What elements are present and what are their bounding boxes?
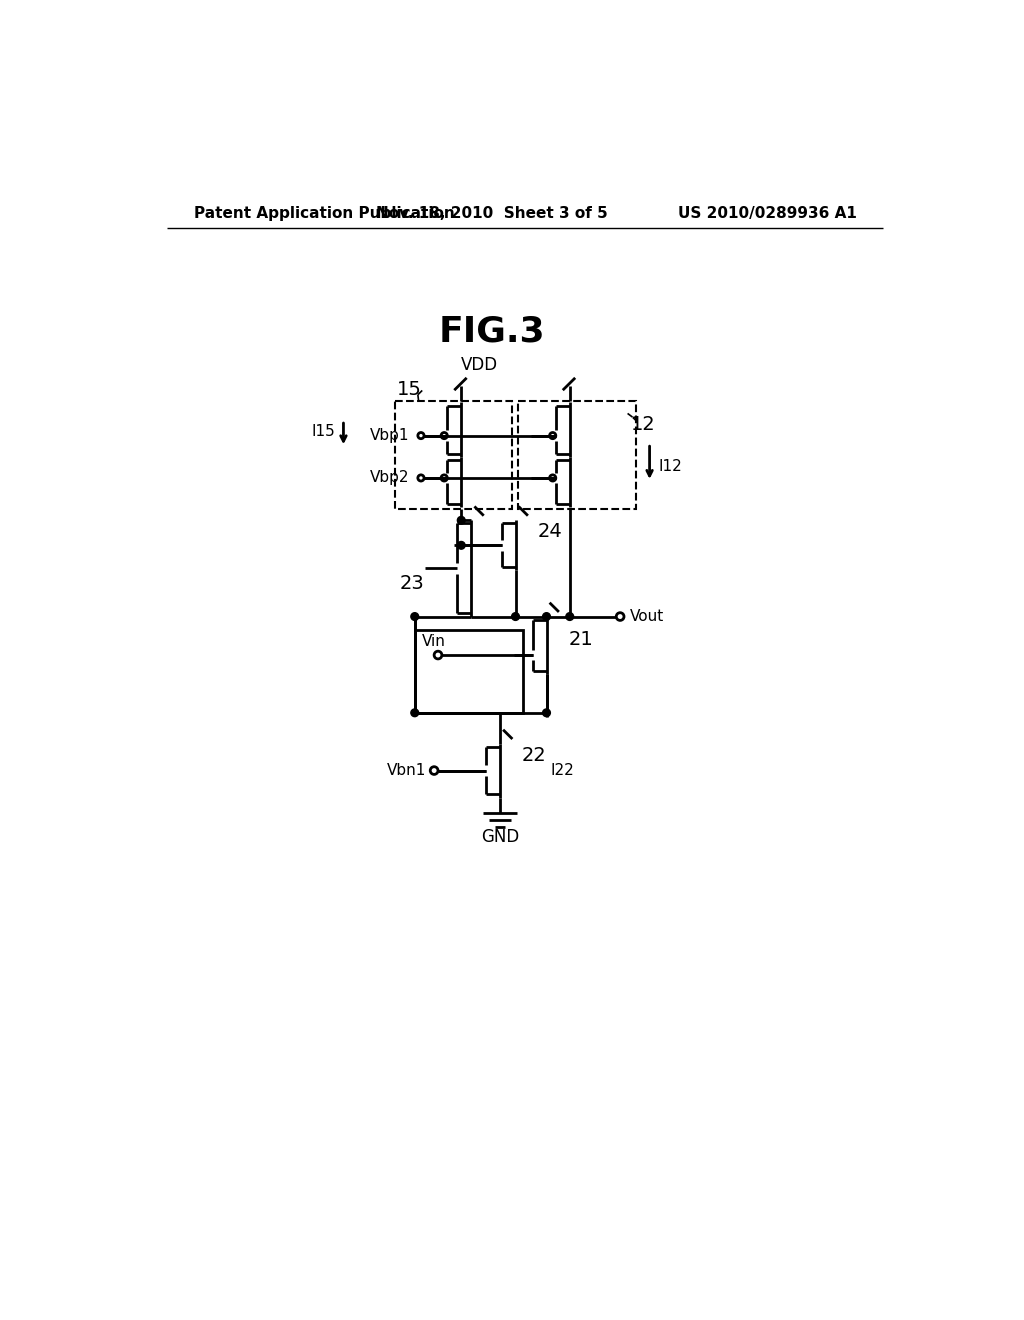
Circle shape — [411, 612, 419, 620]
Text: GND: GND — [481, 828, 519, 846]
Circle shape — [512, 612, 519, 620]
Text: Vout: Vout — [630, 609, 665, 624]
Text: Vbn1: Vbn1 — [387, 763, 426, 777]
Text: I12: I12 — [658, 459, 683, 474]
Text: 21: 21 — [568, 630, 593, 649]
Circle shape — [458, 516, 465, 524]
Circle shape — [543, 612, 550, 620]
Circle shape — [458, 541, 465, 549]
Text: US 2010/0289936 A1: US 2010/0289936 A1 — [678, 206, 856, 222]
Text: 12: 12 — [631, 414, 655, 433]
Bar — [518, 401, 636, 508]
Text: 15: 15 — [397, 380, 422, 399]
Text: Vin: Vin — [422, 634, 446, 648]
Text: VDD: VDD — [461, 356, 499, 374]
Text: Vbp2: Vbp2 — [370, 470, 410, 486]
Text: 22: 22 — [521, 746, 547, 764]
Circle shape — [543, 709, 550, 717]
Text: 24: 24 — [538, 523, 562, 541]
Text: FIG.3: FIG.3 — [439, 314, 546, 348]
Circle shape — [566, 612, 573, 620]
Text: Patent Application Publication: Patent Application Publication — [194, 206, 455, 222]
Text: I22: I22 — [550, 763, 574, 777]
Text: 23: 23 — [400, 574, 425, 593]
Text: Vbp1: Vbp1 — [370, 428, 410, 444]
Bar — [395, 401, 512, 508]
Text: I15: I15 — [312, 424, 336, 440]
Circle shape — [411, 709, 419, 717]
Text: Nov. 18, 2010  Sheet 3 of 5: Nov. 18, 2010 Sheet 3 of 5 — [377, 206, 608, 222]
Bar — [415, 630, 523, 713]
